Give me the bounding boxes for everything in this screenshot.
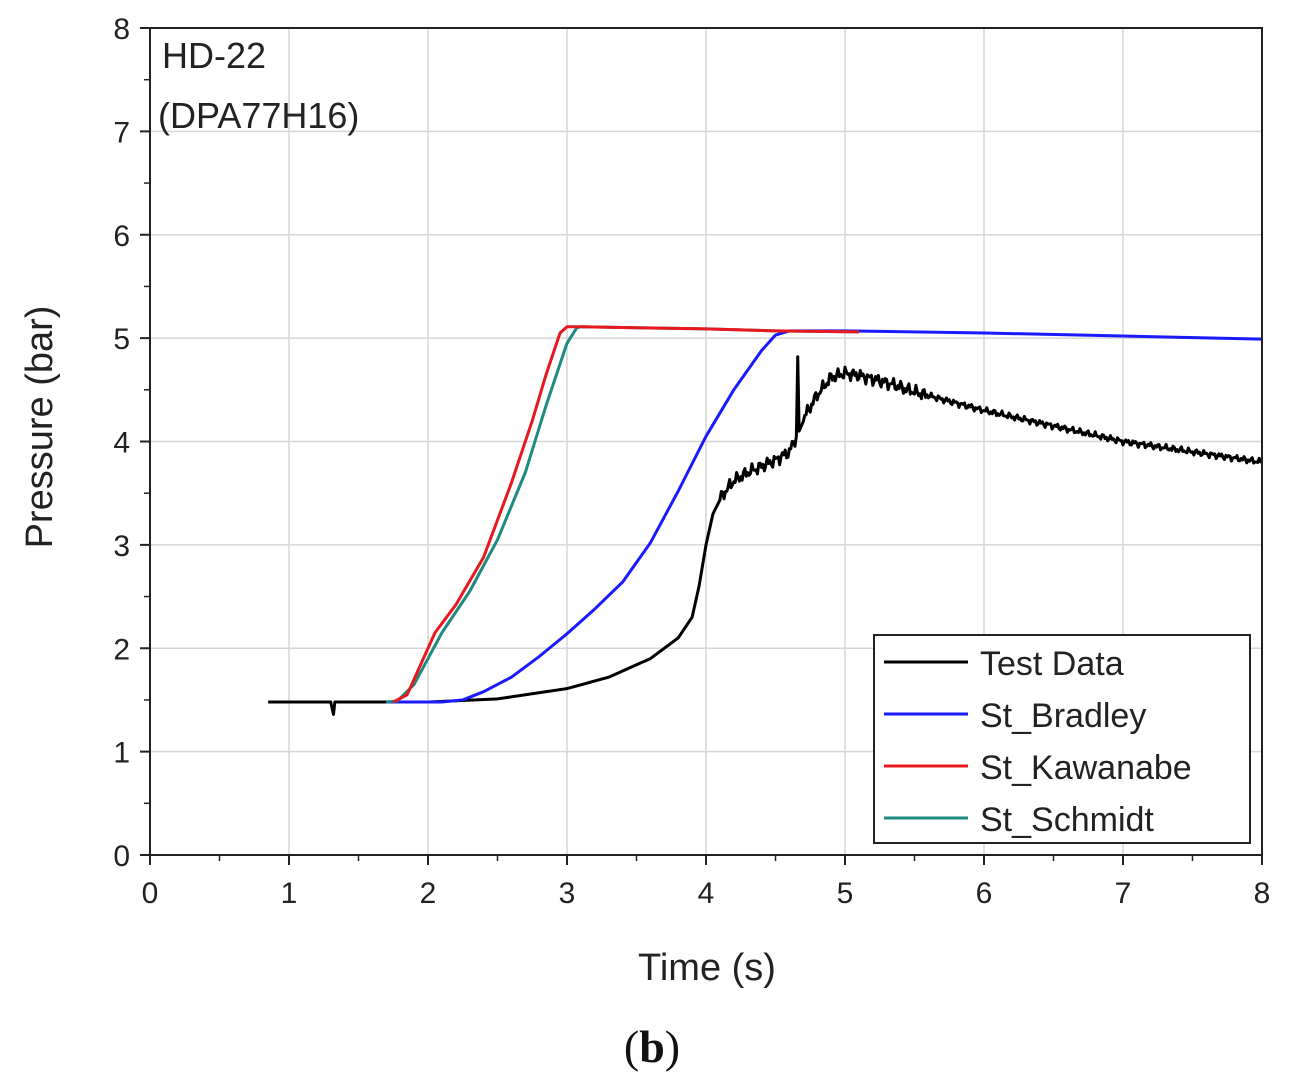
series-line-st-kawanabe (392, 325, 859, 704)
caption-close-paren: ) (665, 1021, 680, 1072)
y-tick-label: 1 (113, 737, 130, 770)
y-tick-label: 6 (113, 220, 130, 253)
data-series (268, 325, 1263, 716)
x-axis-title: Time (s) (638, 947, 776, 989)
x-tick-label: 6 (976, 877, 993, 910)
x-tick-label: 1 (281, 877, 298, 910)
annotation-line-1: HD-22 (162, 35, 266, 76)
legend: Test Data St_Bradley St_Kawanabe St_Schm… (873, 634, 1251, 844)
x-tick-label: 2 (420, 877, 437, 910)
legend-label-st-bradley: St_Bradley (980, 697, 1146, 735)
caption-letter: b (639, 1021, 665, 1072)
y-tick-label: 7 (113, 116, 130, 149)
y-tick-label: 8 (113, 13, 130, 46)
x-tick-label: 7 (1115, 877, 1132, 910)
y-tick-label: 4 (113, 427, 130, 460)
tick-labels: 0 1 2 3 4 5 6 7 8 0 1 2 3 4 5 6 7 8 (113, 13, 1270, 910)
y-axis-title: Pressure (bar) (19, 306, 61, 549)
caption-open-paren: ( (624, 1021, 639, 1072)
legend-label-st-schmidt: St_Schmidt (980, 801, 1154, 839)
y-tick-label: 2 (113, 633, 130, 666)
y-tick-label: 5 (113, 323, 130, 356)
y-tick-label: 3 (113, 530, 130, 563)
annotation-line-2: (DPA77H16) (158, 95, 359, 136)
legend-box (873, 634, 1251, 844)
figure-caption: (b) (624, 1021, 680, 1072)
x-tick-label: 4 (698, 877, 715, 910)
x-tick-label: 0 (142, 877, 159, 910)
legend-label-st-kawanabe: St_Kawanabe (980, 749, 1192, 787)
x-tick-label: 3 (559, 877, 576, 910)
legend-label-test-data: Test Data (980, 645, 1124, 683)
x-tick-label: 5 (837, 877, 854, 910)
x-tick-label: 8 (1254, 877, 1271, 910)
axis-ticks (140, 27, 1263, 865)
y-tick-label: 0 (113, 840, 130, 873)
